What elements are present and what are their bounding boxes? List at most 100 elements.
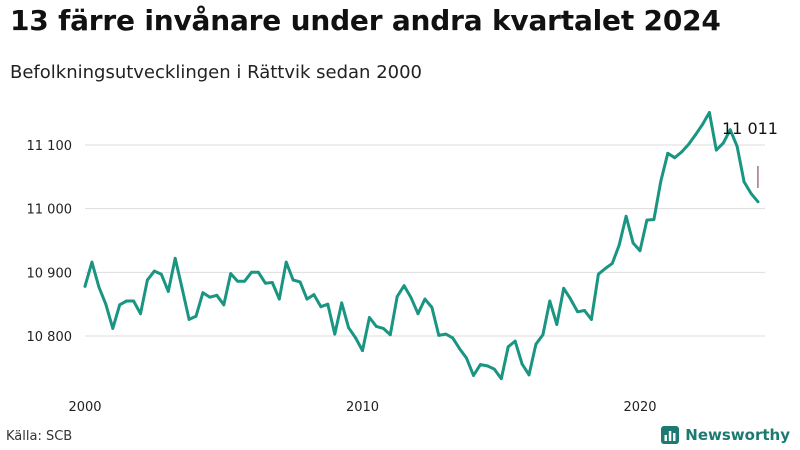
data-point [638,249,642,253]
data-point [596,272,600,276]
x-axis-labels: 2000 2010 2020 [68,400,656,415]
data-point [395,295,399,298]
gridlines [85,144,765,337]
data-point [631,241,635,245]
series-layer [83,111,760,381]
data-point [437,333,441,337]
data-point [215,293,219,297]
data-point [125,299,129,303]
bar-chart-icon [661,426,680,444]
data-point [180,286,184,290]
data-point [361,349,364,353]
data-point [458,347,462,351]
data-point [506,345,510,349]
y-tick-label: 10 800 [27,330,73,345]
data-point [90,260,94,264]
data-point [742,180,746,184]
data-point [250,270,253,274]
data-point [520,362,524,366]
data-point [298,280,302,284]
data-point [326,302,330,306]
data-point [548,299,552,303]
data-point [749,191,753,195]
data-point [541,333,545,337]
data-point [583,309,586,312]
y-tick-label: 11 000 [27,203,73,218]
data-point [714,148,718,152]
data-point [354,336,357,340]
brand-name: Newsworthy [685,426,790,444]
data-point [555,323,559,326]
data-point [590,318,593,321]
data-point [236,279,240,283]
data-point [673,156,677,160]
data-point [374,325,378,328]
data-point [451,336,455,340]
data-point [173,256,177,260]
data-point [707,111,711,114]
data-point [312,293,316,297]
data-point [270,281,274,284]
data-point [409,296,413,300]
data-point [277,297,281,301]
data-point [430,305,434,309]
data-point [492,367,496,371]
data-point [479,363,482,367]
data-point [701,123,704,127]
data-point [333,332,337,336]
data-point [687,142,690,146]
data-point [735,144,739,148]
data-point [139,312,142,316]
data-point [527,373,531,377]
data-point [118,303,122,307]
x-tick-label: 2000 [68,400,101,415]
y-tick-label: 10 900 [27,266,73,281]
data-point [756,200,760,204]
data-point [340,301,344,305]
series-line [83,111,760,381]
data-point [243,279,246,283]
x-tick-label: 2010 [346,400,379,415]
data-point [222,303,226,307]
source-note: Källa: SCB [6,429,73,444]
data-point [132,299,135,303]
data-point [680,150,684,154]
data-point [381,326,385,330]
data-point [423,297,427,301]
data-point [347,326,351,330]
data-point [645,218,649,222]
data-point [617,243,621,247]
data-point [208,295,212,299]
data-point [229,272,233,276]
data-point [319,305,323,309]
data-point [485,364,489,368]
data-point [194,314,198,318]
data-point [263,281,267,285]
data-point [666,151,670,155]
data-point [472,374,475,377]
chart-subtitle: Befolkningsutvecklingen i Rättvik sedan … [10,62,422,83]
last-value-label: 11 011 [722,119,778,138]
data-point [152,269,156,273]
data-point [257,270,260,274]
brand-logo: Newsworthy [661,426,790,444]
data-point [513,339,517,343]
data-point [83,284,87,288]
data-point [659,179,663,183]
y-tick-label: 11 100 [27,139,73,154]
x-tick-label: 2020 [623,400,656,415]
y-axis-labels: 10 800 10 900 11 000 11 100 [27,139,73,345]
data-point [166,290,170,293]
data-point [146,278,149,282]
data-point [284,260,288,264]
data-point [465,356,468,360]
data-point [652,218,656,221]
data-point [187,318,191,321]
data-point [444,332,448,336]
data-point [159,272,163,276]
data-point [388,333,392,337]
data-point [368,316,371,319]
data-point [111,326,115,330]
data-point [402,284,406,288]
